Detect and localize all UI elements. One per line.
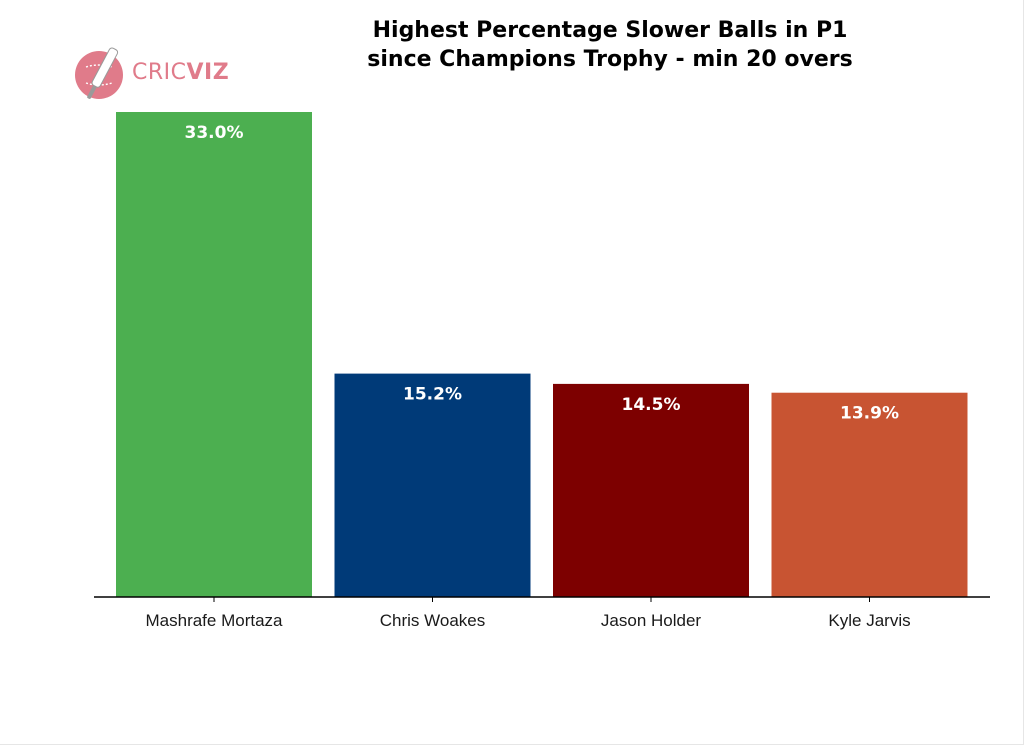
logo-wordmark: CRICVIZ: [132, 60, 229, 85]
bar-value-label-mashrafe-mortaza: 33.0%: [185, 123, 244, 143]
chart-title: Highest Percentage Slower Balls in P1 si…: [330, 16, 890, 74]
cricviz-logo: CRICVIZ: [72, 46, 232, 104]
bar-value-label-jason-holder: 14.5%: [622, 395, 681, 415]
bar-value-label-kyle-jarvis: 13.9%: [840, 404, 899, 424]
chart-title-line-1: Highest Percentage Slower Balls in P1: [372, 18, 848, 43]
chart-title-line-2: since Champions Trophy - min 20 overs: [367, 47, 853, 72]
logo-text-viz: VIZ: [186, 60, 230, 85]
bar-kyle-jarvis: [771, 392, 968, 597]
x-tick-layer: Mashrafe Mortaza Chris Woakes Jason Holder…: [146, 597, 911, 630]
bar-jason-holder: [553, 383, 749, 597]
x-tick-label-mashrafe-mortaza: Mashrafe Mortaza: [146, 611, 284, 630]
bar-mashrafe-mortaza: [116, 112, 312, 597]
bar-chris-woakes: [334, 373, 531, 597]
logo-text-cric: CRIC: [132, 60, 187, 85]
bars-layer: 33.0% 15.2% 14.5% 13.9%: [116, 112, 968, 597]
bar-value-label-chris-woakes: 15.2%: [403, 385, 462, 405]
cricket-bat-ball-icon: [75, 47, 123, 99]
x-tick-label-kyle-jarvis: Kyle Jarvis: [828, 611, 910, 630]
x-tick-label-jason-holder: Jason Holder: [601, 611, 702, 630]
x-tick-label-chris-woakes: Chris Woakes: [380, 611, 486, 630]
